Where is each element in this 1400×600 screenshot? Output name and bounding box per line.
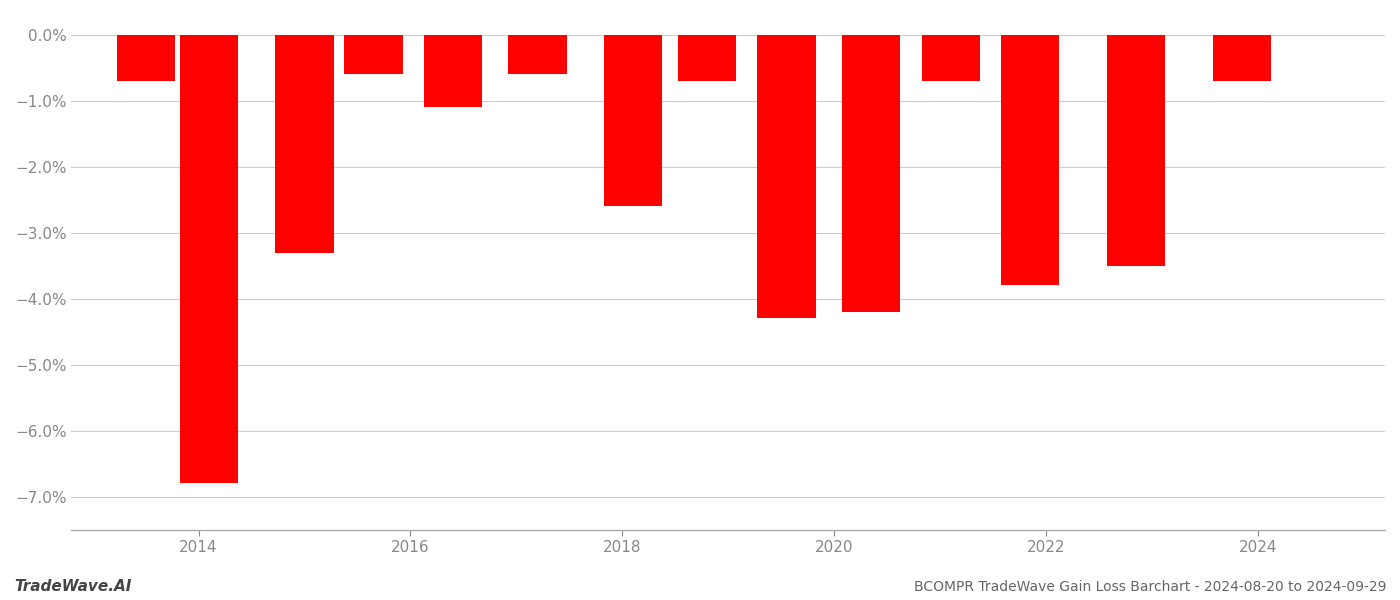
Bar (424, 35, 482, 107)
Bar (603, 35, 662, 206)
Bar (344, 35, 403, 74)
Bar (1001, 35, 1060, 286)
Bar (678, 35, 736, 81)
Bar (921, 35, 980, 81)
Bar (1107, 35, 1165, 266)
Bar (843, 35, 900, 312)
Bar (181, 35, 238, 484)
Bar (276, 35, 333, 253)
Bar (116, 35, 175, 81)
Text: BCOMPR TradeWave Gain Loss Barchart - 2024-08-20 to 2024-09-29: BCOMPR TradeWave Gain Loss Barchart - 20… (913, 580, 1386, 594)
Bar (508, 35, 567, 74)
Text: TradeWave.AI: TradeWave.AI (14, 579, 132, 594)
Bar (757, 35, 816, 319)
Bar (1212, 35, 1271, 81)
